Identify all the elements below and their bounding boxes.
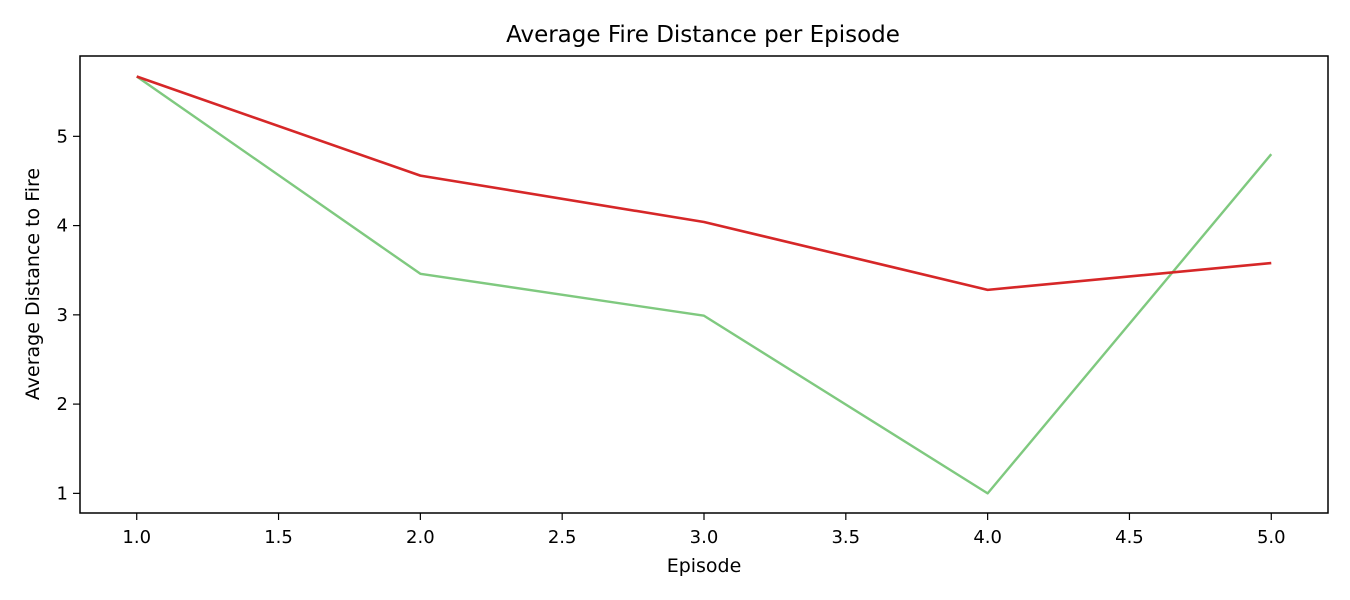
series-line-2 — [136, 75, 1273, 495]
x-tick-label: 4.0 — [973, 527, 1002, 548]
y-tick-label: 1 — [57, 483, 68, 504]
plot-area — [136, 75, 1273, 495]
plot-frame — [79, 55, 1329, 514]
x-tick-label: 4.5 — [1115, 527, 1144, 548]
x-tick-label: 2.0 — [406, 527, 435, 548]
x-tick-label: 3.5 — [831, 527, 860, 548]
y-axis-ticks: 1 2 3 4 5 — [57, 126, 80, 504]
x-axis-ticks: 1.0 1.5 2.0 2.5 3.0 3.5 4.0 4.5 5.0 — [122, 513, 1286, 548]
x-axis-label: Episode — [667, 555, 742, 577]
y-axis-label: Average Distance to Fire — [22, 168, 44, 400]
y-tick-label: 3 — [57, 305, 68, 326]
series-line-1 — [136, 75, 1272, 292]
x-tick-label: 1.5 — [264, 527, 293, 548]
x-tick-label: 3.0 — [690, 527, 719, 548]
x-tick-label: 1.0 — [122, 527, 151, 548]
y-tick-label: 5 — [57, 126, 68, 147]
x-tick-label: 5.0 — [1257, 527, 1286, 548]
y-tick-label: 2 — [57, 394, 68, 415]
y-tick-label: 4 — [57, 216, 68, 237]
chart-title: Average Fire Distance per Episode — [506, 22, 900, 48]
x-tick-label: 2.5 — [548, 527, 577, 548]
